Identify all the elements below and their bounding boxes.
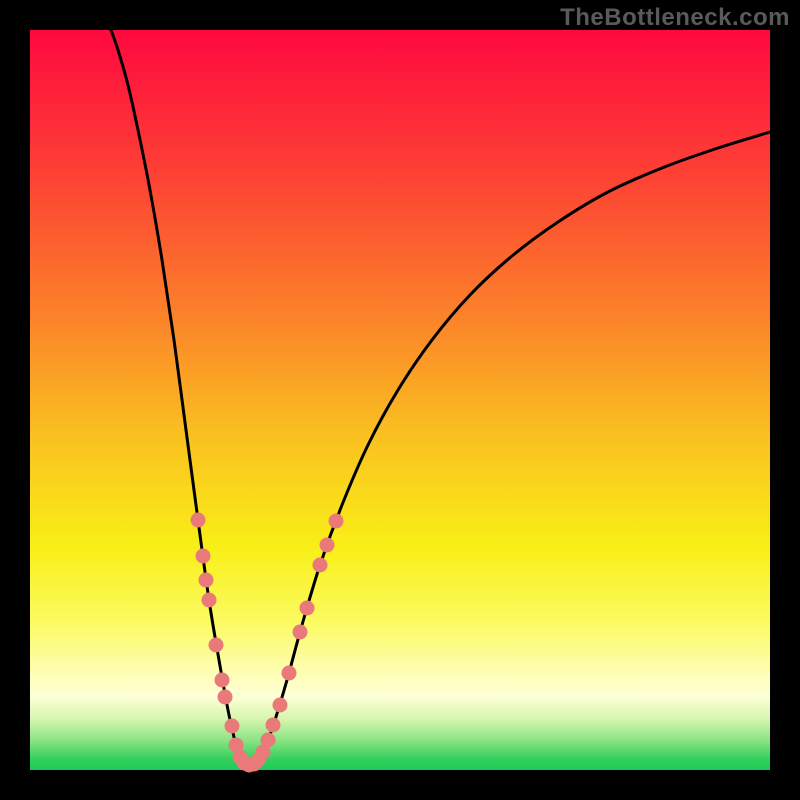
data-marker — [293, 625, 308, 640]
data-marker — [209, 638, 224, 653]
data-marker — [215, 673, 230, 688]
data-marker — [202, 593, 217, 608]
data-marker — [199, 573, 214, 588]
data-marker — [225, 719, 240, 734]
data-marker — [329, 514, 344, 529]
data-marker — [282, 666, 297, 681]
data-marker — [218, 690, 233, 705]
data-marker — [261, 733, 276, 748]
data-marker — [266, 718, 281, 733]
bottleneck-chart — [0, 0, 800, 800]
data-marker — [300, 601, 315, 616]
data-marker — [313, 558, 328, 573]
data-marker — [196, 549, 211, 564]
watermark-text: TheBottleneck.com — [560, 4, 790, 32]
data-marker — [320, 538, 335, 553]
data-marker — [273, 698, 288, 713]
data-marker — [191, 513, 206, 528]
